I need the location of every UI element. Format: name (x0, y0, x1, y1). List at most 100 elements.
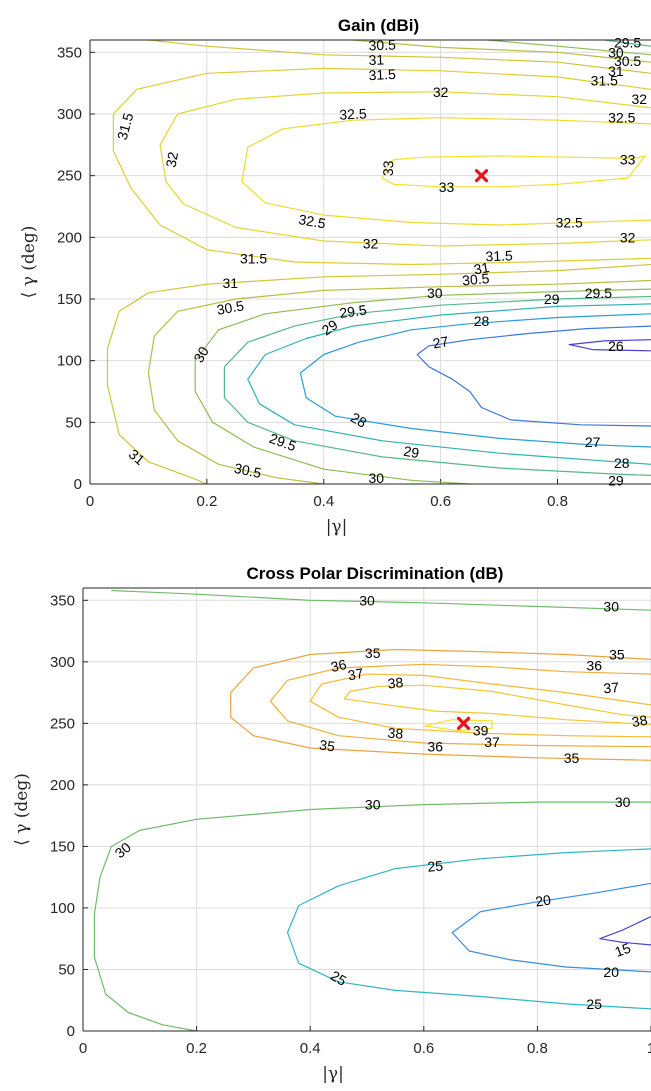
xpd-contour-label: 35 (609, 647, 625, 663)
gain-y-tick-label: 350 (57, 44, 82, 61)
gain-contour-label: 31.5 (591, 73, 618, 89)
gain-contour-label: 32.5 (297, 211, 327, 232)
xpd-contour-label: 25 (586, 996, 602, 1012)
gain-contour-label: 33 (439, 179, 455, 195)
xpd-contour-label: 37 (484, 734, 500, 750)
gain-contour-label: 30.5 (233, 460, 263, 481)
gain-contour-label: 30.5 (215, 297, 245, 318)
gain-x-tick-label: 0 (86, 493, 94, 510)
xpd-contour-36 (269, 663, 651, 748)
gain-contour-label: 27 (585, 434, 601, 450)
gain-contour-label: 33 (380, 160, 397, 176)
xpd-y-tick-label: 50 (58, 961, 75, 978)
gain-y-tick-label: 200 (57, 229, 82, 246)
xpd-contour-20 (451, 882, 651, 973)
gain-contour-lines (106, 40, 651, 484)
gain-contour-32 (159, 91, 651, 247)
xpd-x-tick-label: 1 (647, 1040, 651, 1057)
xpd-contour-label: 30 (359, 592, 375, 608)
gain-optimum-marker (474, 169, 489, 183)
gain-contour-label: 30 (190, 344, 212, 366)
gain-contour-label: 29.5 (338, 301, 367, 321)
gain-contour-label: 26 (608, 338, 624, 354)
gain-contour-label: 28 (474, 313, 490, 329)
gain-contour-label: 32 (163, 150, 181, 168)
xpd-contour-label: 38 (387, 725, 404, 742)
xpd-x-axis-label: |γ| (322, 1064, 344, 1084)
gain-contour-29-5 (604, 40, 651, 47)
gain-contour-label: 30 (427, 285, 443, 301)
xpd-contour-label: 35 (564, 750, 580, 766)
xpd-contour-label: 36 (586, 658, 602, 674)
gain-contour-label: 29 (544, 291, 560, 307)
gain-contour-label: 31 (368, 51, 384, 68)
gain-contour-label: 32 (363, 236, 379, 252)
xpd-contour-label: 25 (427, 857, 444, 874)
gain-contour-label: 29 (402, 443, 420, 461)
xpd-contour-label: 37 (347, 665, 365, 683)
xpd-contour-label: 20 (534, 892, 552, 910)
xpd-x-tick-label: 0.8 (527, 1040, 548, 1057)
gain-contour-32-5 (241, 117, 651, 226)
xpd-contour-15 (599, 916, 651, 946)
xpd-y-tick-label: 100 (50, 900, 75, 917)
xpd-contour-35 (230, 648, 651, 761)
gain-contour-30 (194, 288, 651, 484)
xpd-contour-label: 25 (328, 967, 350, 989)
gain-contour-28 (299, 313, 651, 448)
gain-contour-label: 31.5 (485, 247, 513, 264)
gain-x-tick-label: 0.4 (313, 493, 334, 510)
gain-contour-label: 30 (608, 44, 624, 60)
xpd-x-tick-label: 0.4 (300, 1040, 321, 1057)
gain-contour-label: 32 (620, 229, 636, 245)
gain-y-axis-label: ⟨ γ (deg) (19, 226, 39, 299)
gain-contour-31 (106, 263, 651, 484)
xpd-contour-plot: Cross Polar Discrimination (dB) |γ| ⟨ γ … (12, 564, 651, 1084)
xpd-contour-30 (93, 801, 651, 1031)
gain-contour-label: 32 (433, 84, 449, 100)
xpd-plot-title: Cross Polar Discrimination (dB) (247, 564, 504, 583)
xpd-y-tick-label: 350 (50, 592, 75, 609)
gain-contour-label: 31 (223, 275, 239, 291)
gain-contour-26 (568, 339, 651, 352)
gain-y-tick-label: 150 (57, 291, 82, 308)
gain-contour-label: 30 (369, 470, 385, 486)
gain-plot-title: Gain (dBi) (338, 16, 419, 35)
xpd-y-tick-label: 250 (50, 715, 75, 732)
gain-contour-label: 29.5 (614, 35, 641, 51)
gain-y-tick-label: 0 (74, 476, 82, 493)
gain-contour-label: 28 (348, 409, 370, 431)
gain-contour-29 (247, 303, 651, 465)
gain-plot-area (90, 40, 651, 484)
xpd-contour-30 (111, 589, 651, 611)
gain-contour-29-5 (223, 295, 651, 476)
xpd-contour-label: 35 (318, 736, 336, 754)
gain-contour-label: 29 (608, 472, 624, 488)
xpd-y-tick-label: 300 (50, 654, 75, 671)
xpd-contour-label: 39 (473, 723, 489, 739)
gain-contour-30-5 (147, 279, 651, 484)
gain-x-axis-label: |γ| (326, 517, 348, 537)
gain-contour-30 (487, 40, 651, 56)
xpd-contour-label: 20 (603, 964, 619, 980)
xpd-contour-37 (309, 673, 651, 738)
gain-contour-label: 29.5 (585, 285, 612, 301)
gain-contour-label: 30.5 (368, 36, 396, 53)
xpd-contour-label: 30 (615, 794, 631, 810)
gain-contour-30-5 (352, 40, 651, 63)
gain-contour-label: 28 (614, 455, 630, 471)
xpd-contour-25 (286, 848, 651, 1010)
gain-contour-27 (416, 325, 651, 427)
xpd-y-tick-label: 150 (50, 838, 75, 855)
gain-y-tick-label: 300 (57, 106, 82, 123)
xpd-y-axis-label: ⟨ γ (deg) (12, 773, 32, 846)
xpd-contour-label: 30 (365, 797, 381, 813)
gain-contour-label: 32 (632, 91, 648, 107)
xpd-contour-label: 36 (427, 739, 443, 755)
gain-contour-label: 33 (620, 152, 636, 168)
xpd-y-tick-label: 200 (50, 777, 75, 794)
gain-contour-label: 32.5 (339, 105, 367, 122)
gain-contour-33 (381, 155, 646, 188)
